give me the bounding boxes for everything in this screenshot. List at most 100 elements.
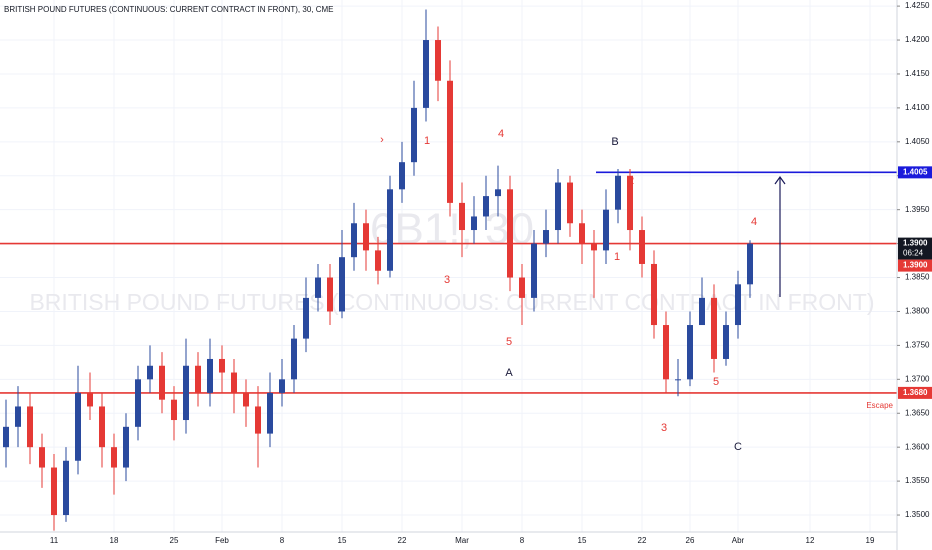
x-tick-label: 11: [50, 536, 59, 545]
hline-label-box: [898, 259, 932, 272]
y-tick-label: 1.4200: [905, 35, 930, 44]
candle-body: [279, 379, 285, 393]
candle-body: [243, 392, 249, 407]
hline-label: 1.4005: [903, 167, 928, 176]
candle-body: [519, 277, 525, 298]
candle-body: [147, 365, 153, 380]
candle-body: [531, 243, 537, 298]
candle-body: [627, 175, 633, 231]
watermark-name: BRITISH POUND FUTURES (CONTINUOUS: CURRE…: [29, 289, 874, 315]
y-tick-label: 1.3800: [905, 307, 930, 316]
arrow-head: [774, 175, 786, 185]
annotations: › 1 4 3 5 2 1 4 5 3 B A C: [380, 128, 757, 453]
candle-body: [423, 40, 429, 108]
x-tick-label: 25: [170, 536, 179, 545]
wave-label: 2: [628, 175, 634, 187]
candle-body: [471, 216, 477, 231]
x-tick-label: Feb: [215, 536, 229, 545]
hline-label: 1.3680: [903, 388, 928, 397]
candle-body: [507, 189, 513, 278]
candle-body: [603, 209, 609, 251]
candle-body: [87, 392, 93, 407]
candle-body: [351, 223, 357, 258]
candle-body: [111, 447, 117, 468]
x-tick-label: 8: [280, 536, 285, 545]
candle-body: [3, 426, 9, 448]
candle-body: [51, 467, 57, 516]
hline-label-box: [898, 386, 932, 399]
y-tick-label: 1.3750: [905, 341, 930, 350]
candle-body: [447, 80, 453, 203]
candle-body: [711, 297, 717, 359]
y-tick-label: 1.4100: [905, 103, 930, 112]
y-tick-label: 1.4050: [905, 137, 930, 146]
wave-label: 5: [506, 336, 512, 348]
candle-body: [699, 297, 705, 326]
candle-body: [567, 182, 573, 224]
x-tick-label: Abr: [732, 536, 745, 545]
candle-body: [387, 189, 393, 271]
candle-body: [543, 230, 549, 244]
wave-label: 3: [661, 422, 667, 434]
candle-body: [219, 358, 225, 373]
candle-body: [591, 243, 597, 251]
x-tick-label: 22: [398, 536, 407, 545]
wave-label: 1: [614, 251, 620, 263]
candle-body: [675, 379, 681, 381]
wave-label: A: [505, 367, 513, 379]
candle-body: [267, 392, 273, 434]
wave-label: 4: [498, 128, 504, 140]
candle-body: [75, 392, 81, 461]
candle-body: [735, 284, 741, 326]
candle-body: [579, 223, 585, 244]
candle-body: [399, 162, 405, 190]
candle-body: [375, 250, 381, 271]
candle-body: [459, 202, 465, 231]
y-tick-label: 1.3850: [905, 273, 930, 282]
hline-name: Escape: [866, 401, 893, 410]
candle-body: [339, 257, 345, 312]
y-tick-label: 1.3550: [905, 476, 930, 485]
candle-body: [255, 406, 261, 434]
candle-body: [723, 325, 729, 359]
candle-body: [303, 297, 309, 339]
x-tick-label: Mar: [455, 536, 469, 545]
hline-label: 1.3900: [903, 261, 928, 270]
candle-body: [39, 447, 45, 468]
candle-body: [483, 196, 489, 217]
candle-body: [615, 175, 621, 210]
y-tick-label: 1.4250: [905, 1, 930, 10]
x-tick-label: 8: [520, 536, 525, 545]
target-arrow: [774, 175, 786, 297]
y-tick-label: 1.3950: [905, 205, 930, 214]
watermark: 6B1!, 30 BRITISH POUND FUTURES (CONTINUOU…: [29, 205, 874, 315]
x-tick-label: 12: [806, 536, 815, 545]
x-tick-label: 15: [578, 536, 587, 545]
candle-body: [27, 406, 33, 448]
hline-label-box: [898, 166, 932, 179]
chart-title: BRITISH POUND FUTURES (CONTINUOUS: CURRE…: [4, 5, 334, 14]
candle-body: [435, 40, 441, 81]
candle-body: [663, 325, 669, 380]
wave-label: ›: [380, 134, 384, 146]
candle-body: [639, 230, 645, 264]
y-tick-label: 1.3600: [905, 442, 930, 451]
candle-body: [15, 406, 21, 427]
candle-body: [195, 365, 201, 393]
wave-label: 1: [424, 135, 430, 147]
candle-body: [687, 325, 693, 380]
candle-body: [291, 338, 297, 380]
x-tick-label: 19: [866, 536, 875, 545]
wave-label: 5: [713, 376, 719, 388]
candle-body: [63, 460, 69, 516]
wave-label: 3: [444, 274, 450, 286]
candle-body: [411, 107, 417, 163]
x-tick-label: 15: [338, 536, 347, 545]
candle-body: [99, 406, 105, 448]
candle-body: [747, 243, 753, 285]
candle-body: [327, 277, 333, 312]
candle-body: [363, 223, 369, 251]
